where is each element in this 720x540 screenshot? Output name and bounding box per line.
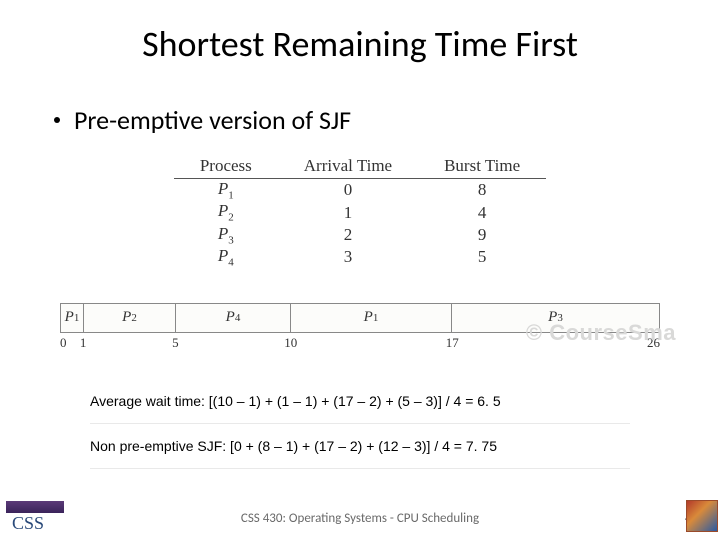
watermark-text: © CourseSma: [526, 320, 676, 346]
non-preemptive-calc: Non pre-emptive SJF: [0 + (8 – 1) + (17 …: [90, 438, 630, 469]
cell-burst: 5: [418, 246, 546, 268]
cell-arrival: 1: [278, 201, 418, 223]
uwb-css-logo: CSS: [6, 494, 64, 534]
gantt-segment: P4: [176, 304, 291, 332]
gantt-tick: 1: [80, 335, 87, 351]
cell-arrival: 3: [278, 246, 418, 268]
cell-arrival: 2: [278, 224, 418, 246]
cell-proc: P2: [174, 201, 278, 223]
footer-text: CSS 430: Operating Systems - CPU Schedul…: [0, 511, 720, 526]
bullet-text: Pre-emptive version of SJF: [74, 104, 351, 136]
cell-proc: P3: [174, 224, 278, 246]
avg-wait-calc: Average wait time: [(10 – 1) + (1 – 1) +…: [90, 393, 630, 424]
gantt-segment: P1: [291, 304, 452, 332]
cell-arrival: 0: [278, 179, 418, 202]
gantt-tick: 0: [60, 335, 67, 351]
gantt-tick: 10: [284, 335, 297, 351]
col-process: Process: [174, 154, 278, 179]
gantt-segment: P2: [84, 304, 176, 332]
cell-proc: P4: [174, 246, 278, 268]
cell-proc: P1: [174, 179, 278, 202]
gantt-tick: 17: [446, 335, 459, 351]
textbook-icon: [686, 500, 718, 532]
table-row: P329: [174, 224, 546, 246]
cell-burst: 8: [418, 179, 546, 202]
col-arrival: Arrival Time: [278, 154, 418, 179]
table-row: P108: [174, 179, 546, 202]
cell-burst: 9: [418, 224, 546, 246]
slide-title: Shortest Remaining Time First: [0, 0, 720, 66]
col-burst: Burst Time: [418, 154, 546, 179]
table-row: P214: [174, 201, 546, 223]
gantt-tick: 5: [172, 335, 179, 351]
bullet-item: Pre-emptive version of SJF: [54, 104, 720, 136]
gantt-segment: P1: [61, 304, 84, 332]
cell-burst: 4: [418, 201, 546, 223]
bullet-dot-icon: [54, 117, 60, 123]
table-row: P435: [174, 246, 546, 268]
process-table: Process Arrival Time Burst Time P108P214…: [174, 154, 546, 269]
logo-text: CSS: [6, 513, 64, 534]
